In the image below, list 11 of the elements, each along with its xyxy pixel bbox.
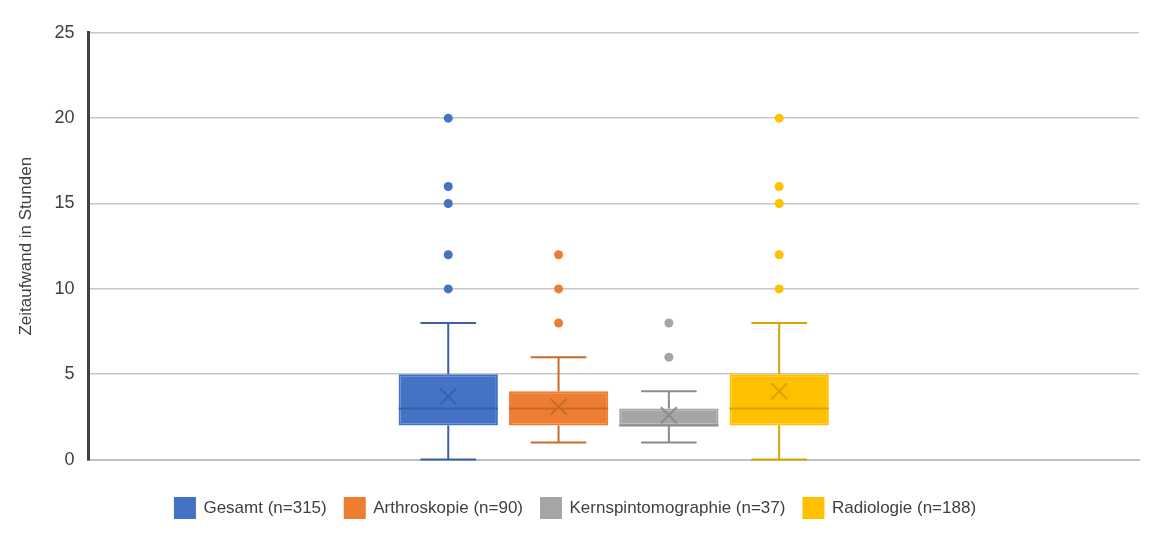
legend-label: Arthroskopie (n=90)	[373, 497, 524, 517]
y-tick-label: 20	[54, 107, 75, 128]
y-tick-label: 15	[54, 192, 75, 213]
y-tick-label: 0	[64, 448, 75, 469]
y-tick-label: 10	[54, 277, 75, 298]
y-axis-title: Zeitaufwand in Stunden	[15, 156, 35, 336]
y-tick-label: 5	[64, 363, 75, 384]
legend-label: Gesamt (n=315)	[203, 497, 327, 517]
legend-label: Radiologie (n=188)	[831, 497, 977, 517]
legend-label: Kernspintomographie (n=37)	[569, 497, 786, 517]
y-tick-label: 25	[54, 21, 75, 42]
